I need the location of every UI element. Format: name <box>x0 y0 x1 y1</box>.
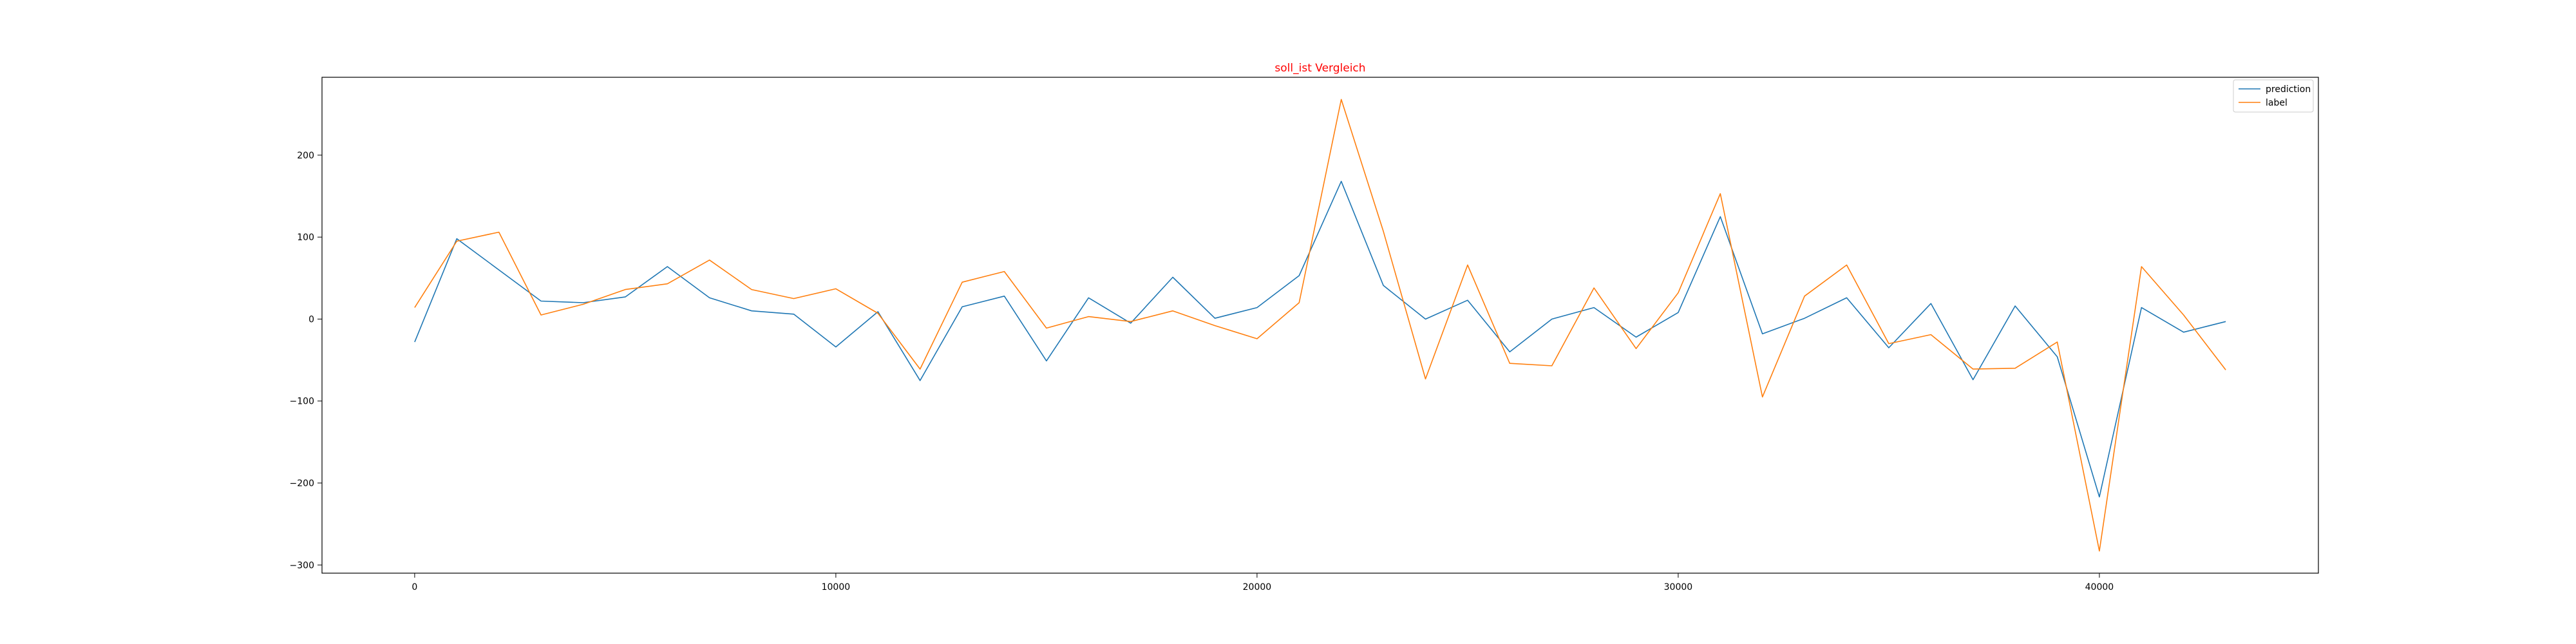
chart-title: soll_ist Vergleich <box>1274 62 1365 75</box>
x-axis: 0 10000 20000 30000 40000 <box>412 573 2114 592</box>
legend: prediction label <box>2233 79 2314 113</box>
y-tick-label: −300 <box>290 560 314 571</box>
y-tick-label: 100 <box>297 232 314 243</box>
series-line-prediction <box>414 180 2226 498</box>
y-axis: −300 −200 −100 0 100 200 <box>290 151 322 571</box>
y-tick-label: −200 <box>290 478 314 489</box>
x-tick-label: 0 <box>412 582 417 592</box>
legend-label-label: label <box>2266 98 2287 108</box>
y-tick-label: −100 <box>290 397 314 407</box>
plot-frame <box>321 77 2319 574</box>
series-line-label <box>414 99 2226 552</box>
x-tick-label: 10000 <box>822 582 851 592</box>
y-tick-label: 0 <box>308 314 314 325</box>
legend-label-prediction: prediction <box>2266 84 2311 95</box>
x-tick-label: 40000 <box>2085 582 2114 592</box>
legend-box <box>2233 79 2314 113</box>
series-lines <box>414 99 2226 552</box>
x-tick-label: 20000 <box>1243 582 1272 592</box>
y-tick-label: 200 <box>297 151 314 161</box>
x-tick-label: 30000 <box>1664 582 1693 592</box>
